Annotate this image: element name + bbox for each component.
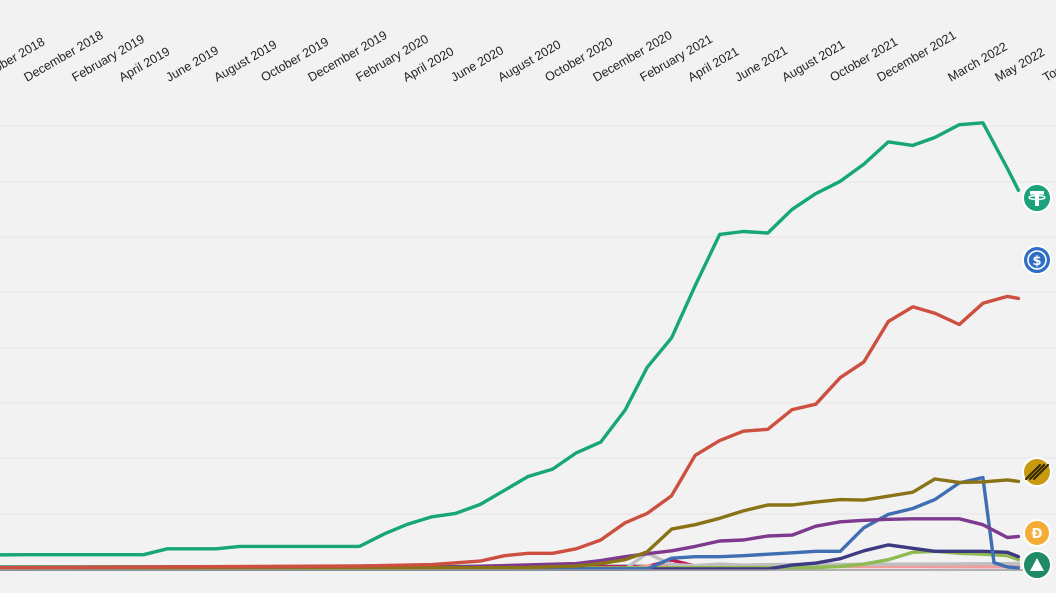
x-tick-label: December 2019: [306, 28, 390, 85]
usdc-icon: $: [1022, 245, 1052, 275]
svg-text:Đ: Đ: [1032, 527, 1043, 542]
ampleforth-icon: [1022, 550, 1052, 580]
series-line-2: [0, 477, 1021, 571]
series-line-3: [0, 517, 1021, 571]
x-tick-label: Today: [1041, 55, 1056, 84]
series-line-4: [0, 475, 1021, 571]
x-tick-label: June 2020: [449, 43, 507, 84]
x-tick-label: June 2021: [733, 43, 791, 84]
series-line-0: [0, 121, 1021, 557]
series-line-6: [0, 549, 1021, 571]
series-line-5: [0, 543, 1021, 571]
series-lines: [0, 121, 1030, 571]
svg-text:$: $: [1032, 254, 1041, 269]
series-line-7: [0, 551, 1021, 571]
binance-usd-icon: [1022, 457, 1052, 487]
dai-icon: Đ: [1023, 519, 1051, 547]
x-tick-label: June 2019: [164, 43, 222, 84]
series-line-1: [0, 294, 1021, 570]
x-tick-label: December 2021: [875, 28, 959, 85]
series-end-icons: $Đ: [1022, 183, 1052, 580]
grid: [0, 125, 1056, 515]
x-tick-label: December 2018: [22, 28, 106, 85]
tether-icon: [1022, 183, 1052, 213]
